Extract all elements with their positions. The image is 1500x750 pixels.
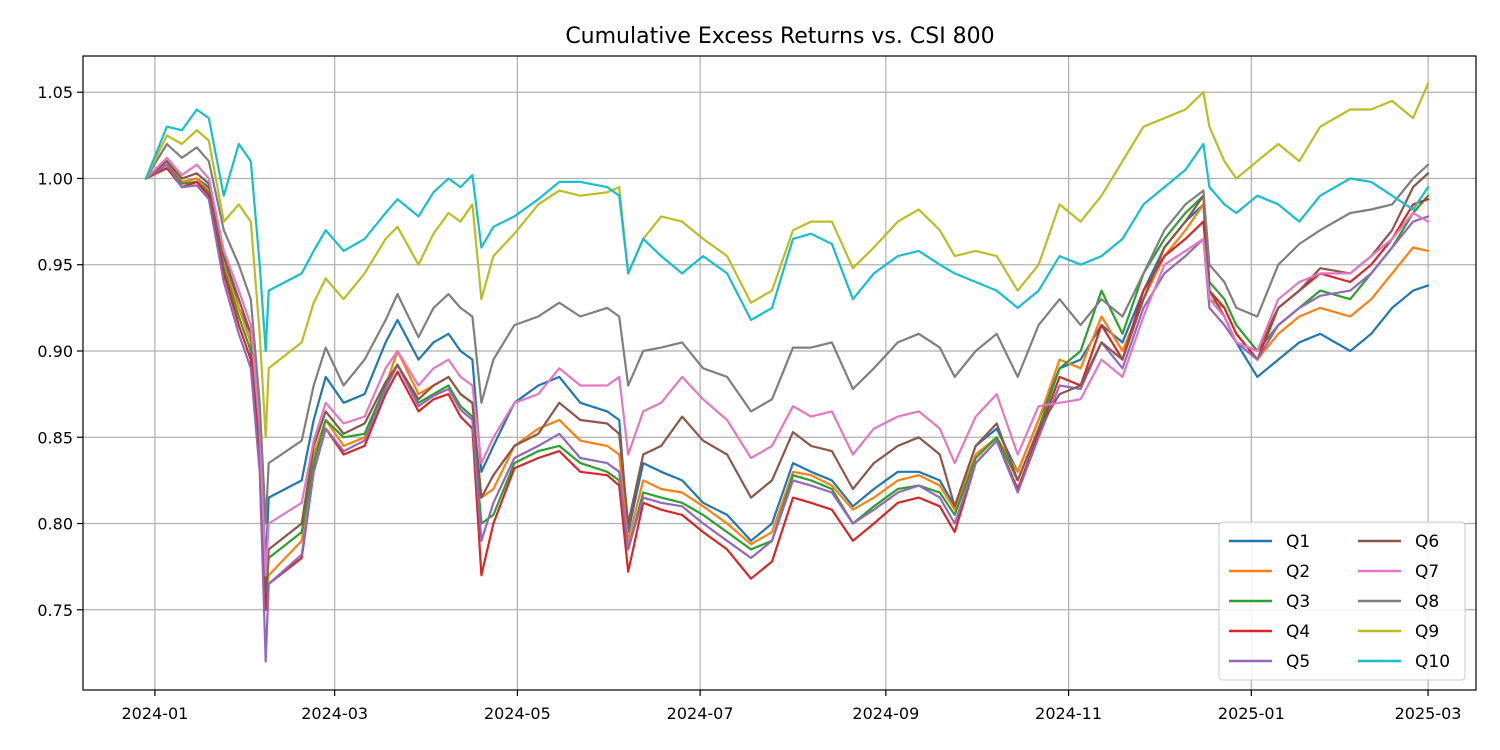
legend-box	[1218, 521, 1466, 681]
x-tick-label: 2025-03	[1395, 704, 1462, 723]
series-lines	[144, 82, 1430, 663]
legend-label-q7: Q7	[1415, 562, 1439, 582]
legend-label-q9: Q9	[1415, 622, 1439, 642]
legend-label-q6: Q6	[1415, 532, 1439, 552]
plot-frame	[82, 55, 1477, 691]
x-tick-label: 2024-05	[484, 704, 551, 723]
x-tick-label: 2024-09	[852, 704, 919, 723]
legend-label-q10: Q10	[1415, 652, 1450, 672]
legend-label-q2: Q2	[1286, 562, 1310, 582]
axis-ticks: 2024-01 2024-03 2024-05 2024-07 2024-09 2024-…	[37, 83, 1461, 723]
chart-title: Cumulative Excess Returns vs. CSI 800	[565, 24, 994, 49]
legend-label-q8: Q8	[1415, 592, 1439, 612]
series-line-q8	[144, 142, 1430, 525]
legend: Q1 Q2 Q3 Q4 Q5 Q6 Q7 Q8 Q9 Q10	[1218, 521, 1466, 681]
x-tick-label: 2024-03	[301, 704, 368, 723]
y-tick-label: 0.85	[37, 428, 73, 447]
series-line-q7	[144, 156, 1430, 577]
legend-label-q4: Q4	[1286, 622, 1310, 642]
x-tick-label: 2024-11	[1035, 704, 1102, 723]
y-tick-label: 0.75	[37, 601, 73, 620]
series-line-q9	[144, 82, 1430, 439]
series-line-q1	[144, 163, 1430, 568]
y-tick-label: 1.05	[37, 83, 73, 102]
y-tick-label: 1.00	[37, 169, 73, 188]
y-tick-label: 0.80	[37, 515, 73, 534]
legend-label-q5: Q5	[1286, 652, 1310, 672]
y-tick-label: 0.90	[37, 342, 73, 361]
x-tick-label: 2024-01	[121, 704, 188, 723]
series-line-q10	[144, 108, 1430, 353]
x-tick-label: 2024-07	[667, 704, 734, 723]
legend-label-q1: Q1	[1286, 532, 1310, 552]
legend-label-q3: Q3	[1286, 592, 1310, 612]
y-tick-label: 0.95	[37, 256, 73, 275]
x-tick-label: 2025-01	[1218, 704, 1285, 723]
